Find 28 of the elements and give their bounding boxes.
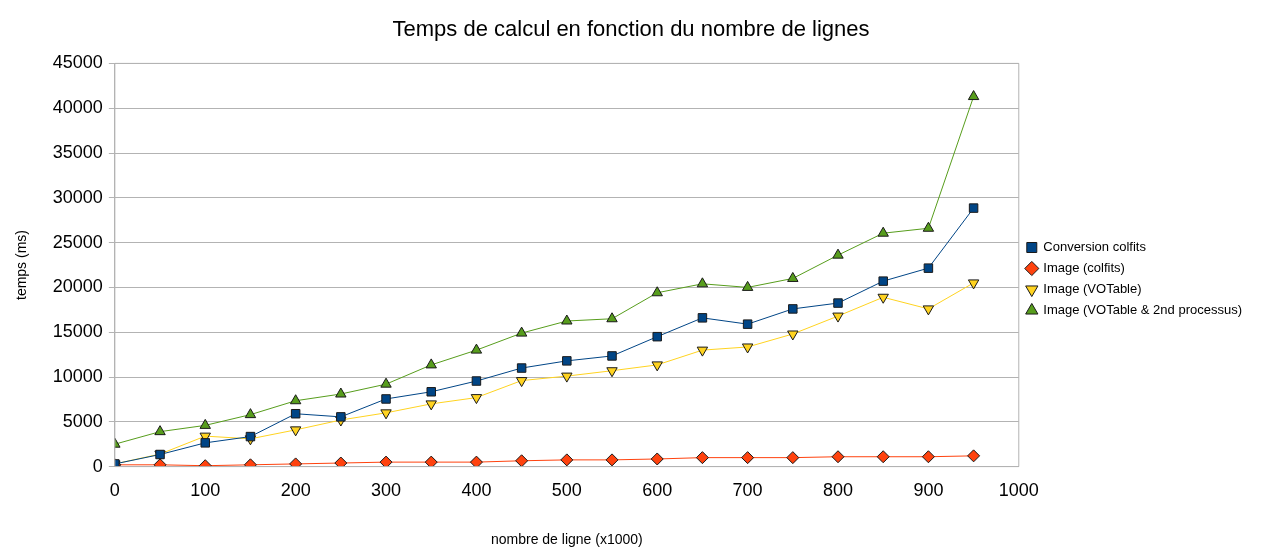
legend-label: Image (colfits): [1043, 260, 1125, 276]
y-tick-label: 5000: [62, 410, 103, 431]
legend-label: Conversion colfits: [1043, 239, 1147, 255]
x-tick-label: 0: [109, 480, 120, 501]
y-tick-label: 35000: [52, 141, 103, 162]
y-tick-label: 40000: [52, 97, 103, 118]
x-tick-label: 900: [913, 480, 944, 501]
x-tick-label: 500: [551, 480, 582, 501]
y-tick-label: 20000: [52, 276, 103, 297]
x-axis-title: nombre de ligne (x1000): [490, 531, 643, 548]
chart-title: Temps de calcul en fonction du nombre de lignes: [392, 16, 870, 42]
legend-label: Image (VOTable & 2nd processus): [1043, 302, 1243, 318]
x-tick-label: 1000: [998, 480, 1039, 501]
y-tick-label: 25000: [52, 231, 103, 252]
x-tick-label: 700: [732, 480, 763, 501]
y-tick-label: 15000: [52, 321, 103, 342]
y-tick-label: 10000: [52, 365, 103, 386]
y-tick-label: 45000: [52, 52, 103, 73]
y-tick-label: 30000: [52, 186, 103, 207]
x-tick-label: 400: [461, 480, 492, 501]
legend-label: Image (VOTable): [1043, 281, 1142, 297]
x-tick-label: 800: [822, 480, 854, 501]
x-tick-label: 300: [371, 480, 402, 501]
y-tick-label: 0: [92, 455, 103, 476]
x-tick-label: 100: [190, 480, 221, 501]
y-axis-title: temps (ms): [13, 230, 30, 300]
x-tick-label: 600: [642, 480, 673, 501]
x-tick-label: 200: [280, 480, 311, 501]
